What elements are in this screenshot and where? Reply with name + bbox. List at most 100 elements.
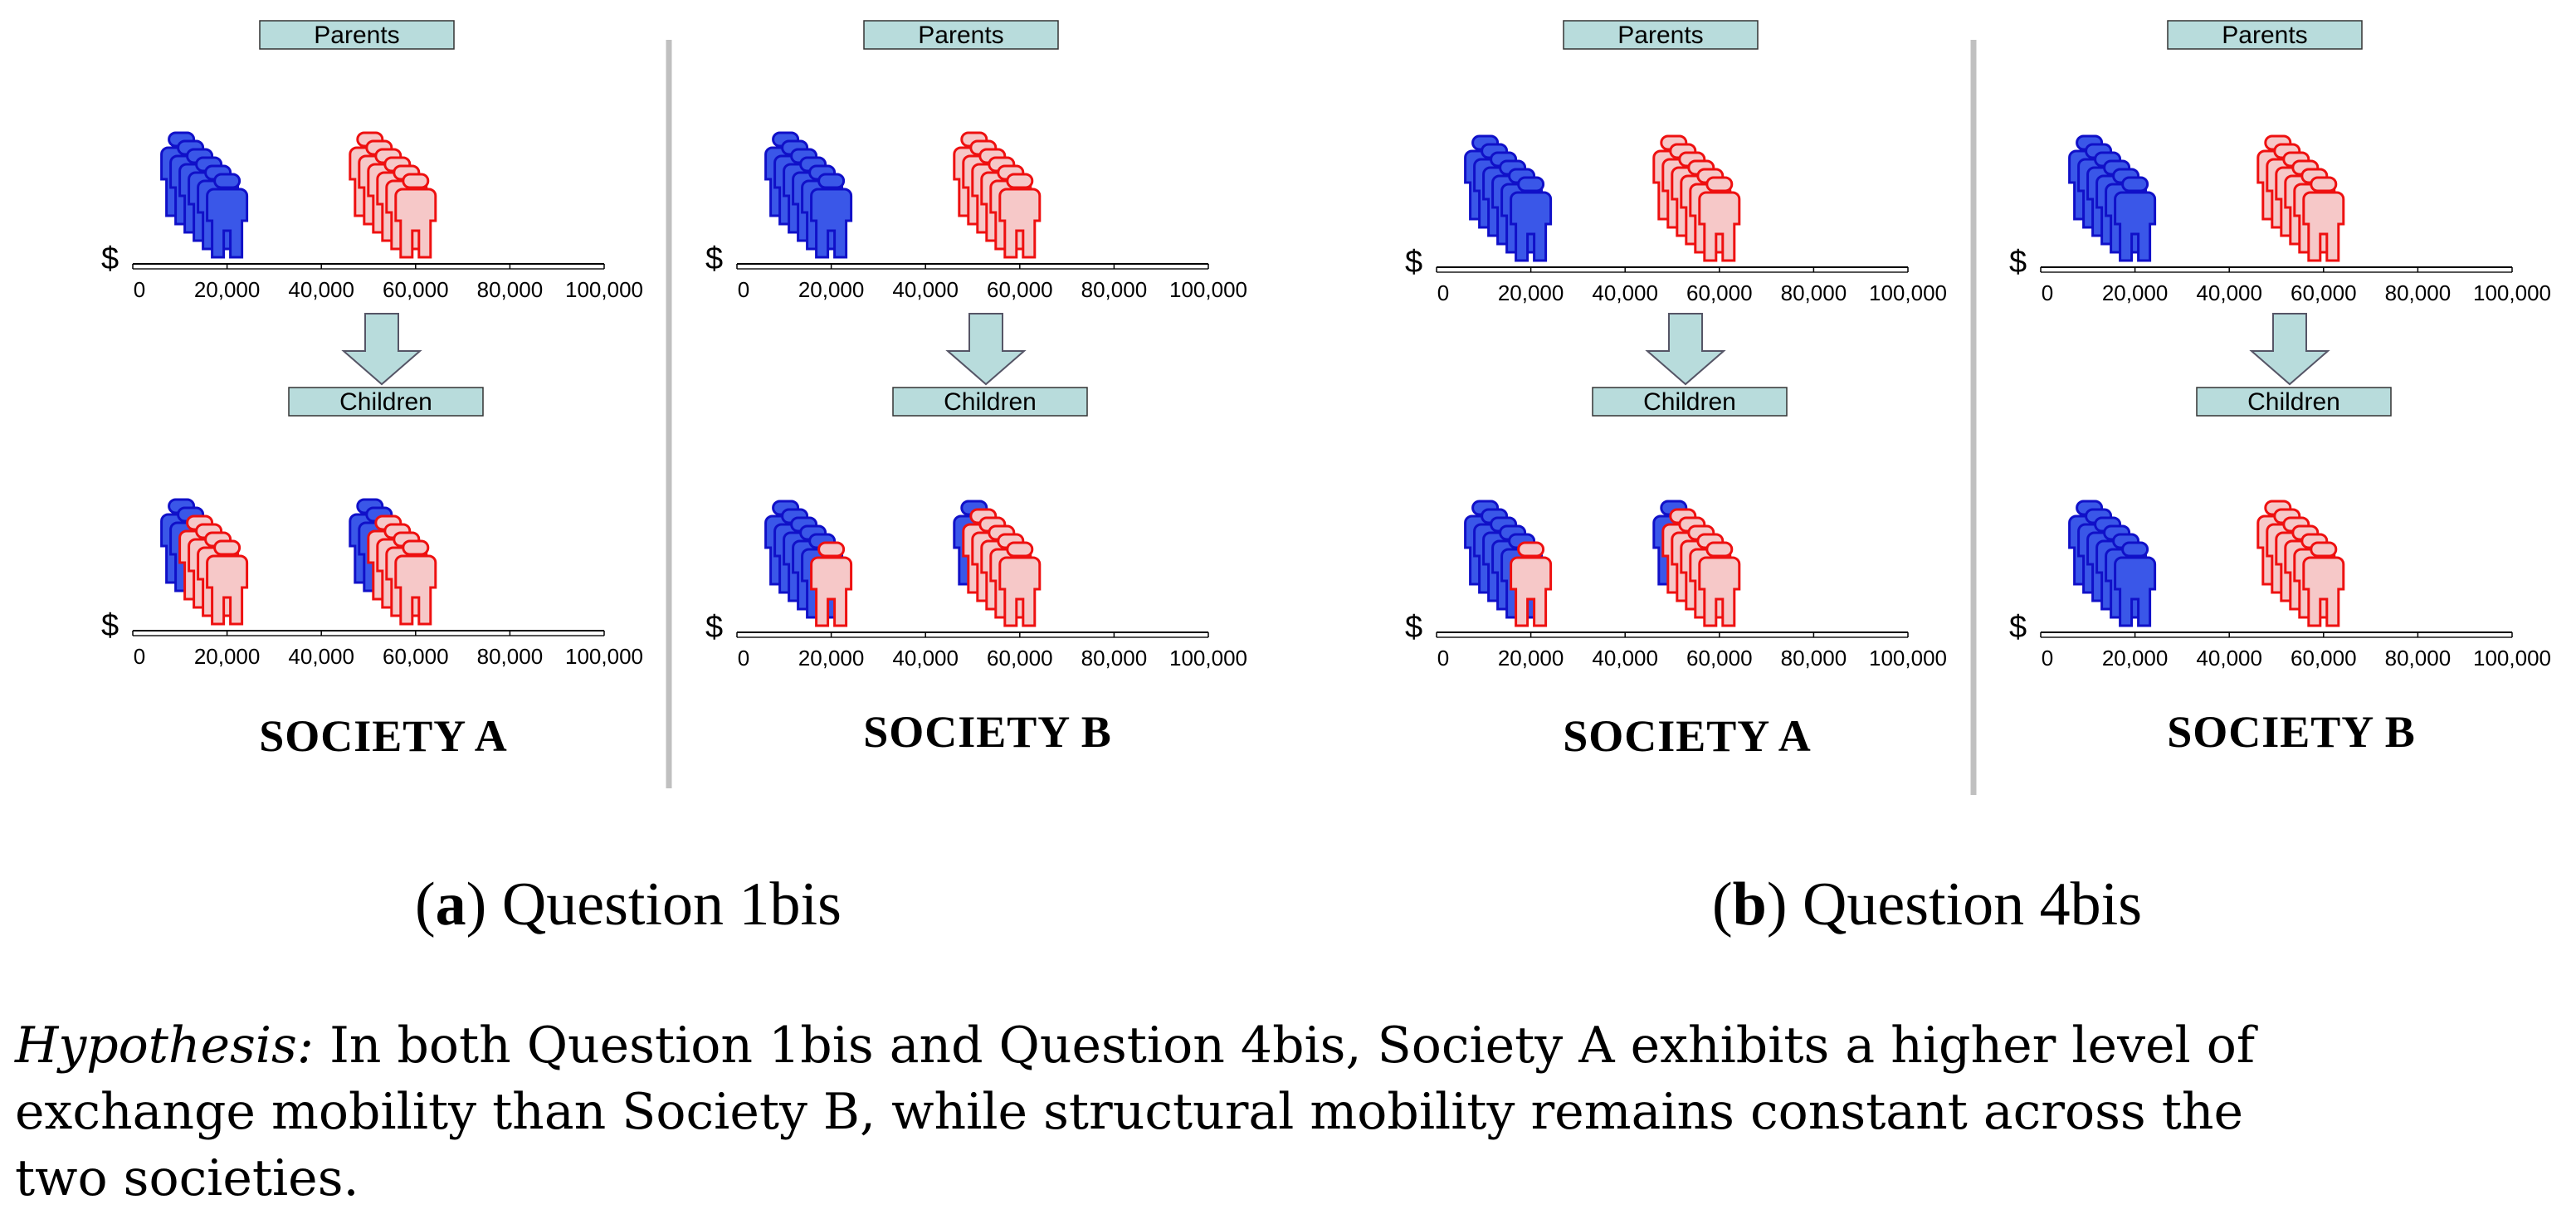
panel-4-children-tick-label-0: 0 — [2042, 646, 2053, 670]
panel-2-parents-label: Parents — [863, 20, 1059, 50]
panel-2-children-tick-label-0: 0 — [738, 646, 749, 670]
panel-2-children-tick-label-2: 40,000 — [892, 646, 959, 670]
panel-2-children-tick-label-5: 100,000 — [1169, 646, 1247, 670]
panel-2-parents-axis: $0 20,000 40,000 60,000 80,000 100,000 — [705, 241, 1247, 302]
panel-3-children-label-text: Children — [1643, 388, 1736, 416]
panel-1-children-label: Children — [288, 387, 484, 417]
panel-4-children-axis: $0 20,000 40,000 60,000 80,000 100,000 — [2009, 610, 2551, 670]
panel-2-children-tick-label-4: 80,000 — [1081, 646, 1148, 670]
panel-3-parents-axis: $0 20,000 40,000 60,000 80,000 100,000 — [1405, 245, 1947, 305]
panel-2-parents-label-box — [863, 20, 1059, 50]
panel-4-children-label: Children — [2196, 387, 2392, 417]
panel-3-parents-label-text: Parents — [1617, 22, 1703, 49]
panel-2-parents-tick-label-3: 60,000 — [987, 277, 1053, 302]
panel-2-parents-tick-label-1: 20,000 — [798, 277, 865, 302]
panel-3-children-tick-label-5: 100,000 — [1869, 646, 1947, 670]
panel-1-down-arrow — [341, 313, 422, 386]
panel-3-parents-tick-label-3: 60,000 — [1686, 280, 1753, 305]
panel-4-parents-label: Parents — [2167, 20, 2363, 50]
panel-1-children-tick-label-1: 20,000 — [194, 644, 261, 669]
panel-1-parents-label: Parents — [259, 20, 455, 50]
panel-3-parents-tick-label-1: 20,000 — [1498, 280, 1564, 305]
panel-4-parents-label-box — [2167, 20, 2363, 50]
panel-1-parents-tick-label-2: 40,000 — [288, 277, 354, 302]
panel-4-parents-label-text: Parents — [2222, 22, 2307, 49]
caption-b-title: Question 4bis — [1803, 870, 2142, 939]
panel-2-parents-tick-label-5: 100,000 — [1169, 277, 1247, 302]
panel-3-parents-label: Parents — [1563, 20, 1759, 50]
panel-3-society-title: SOCIETY A — [1563, 711, 1812, 761]
panel-4-children-currency: $ — [2009, 610, 2027, 645]
panel-4-parents-tick-label-0: 0 — [2042, 280, 2053, 305]
panel-1-children-tick-label-5: 100,000 — [565, 644, 643, 669]
panel-2-parents-currency: $ — [705, 241, 723, 276]
panel-1-parents-tick-label-5: 100,000 — [565, 277, 643, 302]
panel-4-children-tick-label-3: 60,000 — [2291, 646, 2357, 670]
panel-3-children-label-box — [1592, 387, 1788, 417]
panel-3-parents-tick-label-0: 0 — [1437, 280, 1449, 305]
panel-3-down-arrow — [1645, 313, 1726, 386]
panel-2-parents-tick-label-0: 0 — [738, 277, 749, 302]
panel-1-children-tick-label-3: 60,000 — [383, 644, 449, 669]
panel-1: Parents $0 20,000 40,000 60,000 80,000 100,000… — [101, 20, 643, 761]
panel-3-parents-tick-label-4: 80,000 — [1781, 280, 1847, 305]
panel-3-parents-tick-label-2: 40,000 — [1592, 280, 1658, 305]
panel-1-parents-tick-label-0: 0 — [134, 277, 145, 302]
panel-1-society-title: SOCIETY A — [259, 711, 508, 761]
panel-2-children-label-box — [892, 387, 1088, 417]
panel-2-children-label-text: Children — [944, 388, 1037, 416]
caption-b: (b) Question 4bis — [1712, 870, 2142, 939]
panel-1-children-currency: $ — [101, 608, 119, 643]
hypothesis-line-2: exchange mobility than Society B, while … — [15, 1083, 2243, 1141]
panel-3-parents-tick-label-5: 100,000 — [1869, 280, 1947, 305]
panel-1-parents-tick-label-3: 60,000 — [383, 277, 449, 302]
panel-4-parents-currency: $ — [2009, 245, 2027, 280]
panel-4-children-tick-label-1: 20,000 — [2102, 646, 2169, 670]
panel-2-children-label: Children — [892, 387, 1088, 417]
panel-4-parents-tick-label-5: 100,000 — [2473, 280, 2551, 305]
caption-a-letter: a — [436, 870, 466, 939]
hypothesis-label: Hypothesis: — [14, 1017, 314, 1075]
panel-4-children-label-text: Children — [2247, 388, 2340, 416]
panel-4-children-tick-label-5: 100,000 — [2473, 646, 2551, 670]
panel-3: Parents $0 20,000 40,000 60,000 80,000 100,000… — [1405, 20, 1947, 761]
panel-1-children-tick-label-0: 0 — [134, 644, 145, 669]
panel-3-children-tick-label-3: 60,000 — [1686, 646, 1753, 670]
panel-1-children-label-text: Children — [339, 388, 432, 416]
panel-1-parents-currency: $ — [101, 241, 119, 276]
hypothesis-line-1: Hypothesis: In both Question 1bis and Qu… — [14, 1017, 2258, 1075]
panel-1-parents-tick-label-4: 80,000 — [477, 277, 544, 302]
panel-4-society-title: SOCIETY B — [2167, 707, 2416, 757]
panel-1-parents-label-text: Parents — [314, 22, 399, 49]
panel-2-children-currency: $ — [705, 610, 723, 645]
panel-2-parents-tick-label-2: 40,000 — [892, 277, 959, 302]
panel-2-children-axis: $0 20,000 40,000 60,000 80,000 100,000 — [705, 610, 1247, 670]
panel-1-parents-tick-label-1: 20,000 — [194, 277, 261, 302]
panel-3-children-tick-label-2: 40,000 — [1592, 646, 1658, 670]
panel-2-children-tick-label-3: 60,000 — [987, 646, 1053, 670]
panel-2-society-title: SOCIETY B — [863, 707, 1112, 757]
panel-1-parents-axis: $0 20,000 40,000 60,000 80,000 100,000 — [101, 241, 643, 302]
panel-4-children-tick-label-4: 80,000 — [2385, 646, 2452, 670]
panel-4-parents-axis: $0 20,000 40,000 60,000 80,000 100,000 — [2009, 245, 2551, 305]
caption-a-title: Question 1bis — [502, 870, 842, 939]
panel-3-parents-currency: $ — [1405, 245, 1422, 280]
panel-2-children-tick-label-1: 20,000 — [798, 646, 865, 670]
panel-1-children-tick-label-4: 80,000 — [477, 644, 544, 669]
panel-2: Parents $0 20,000 40,000 60,000 80,000 100,000… — [705, 20, 1247, 757]
panel-2-parents-label-text: Parents — [918, 22, 1003, 49]
panel-3-children-currency: $ — [1405, 610, 1422, 645]
panel-3-children-label: Children — [1592, 387, 1788, 417]
panel-4-parents-tick-label-2: 40,000 — [2196, 280, 2262, 305]
hypothesis-line-3: two societies. — [15, 1149, 359, 1207]
panel-3-children-tick-label-4: 80,000 — [1781, 646, 1847, 670]
panel-1-parents-label-box — [259, 20, 455, 50]
panel-3-parents-label-box — [1563, 20, 1759, 50]
hypothesis-line-1-text: In both Question 1bis and Question 4bis,… — [314, 1017, 2258, 1075]
panel-1-children-axis: $0 20,000 40,000 60,000 80,000 100,000 — [101, 608, 643, 669]
panel-3-children-tick-label-1: 20,000 — [1498, 646, 1564, 670]
panel-4: Parents $0 20,000 40,000 60,000 80,000 100,000… — [2009, 20, 2551, 757]
caption-b-letter: b — [1733, 870, 1767, 939]
panel-3-children-axis: $0 20,000 40,000 60,000 80,000 100,000 — [1405, 610, 1947, 670]
